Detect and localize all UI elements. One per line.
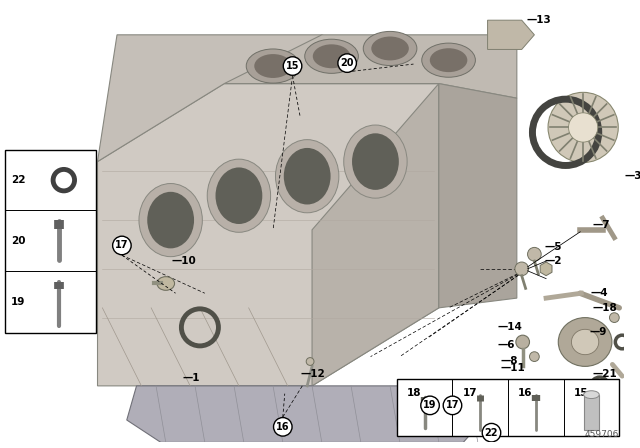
Text: 20: 20	[11, 236, 25, 246]
Text: —3: —3	[624, 171, 640, 181]
Text: —4: —4	[591, 288, 609, 298]
Ellipse shape	[306, 358, 314, 366]
Circle shape	[284, 57, 302, 75]
Ellipse shape	[313, 44, 350, 68]
Text: 15: 15	[573, 388, 588, 398]
Bar	[5, 150, 95, 333]
Text: 17: 17	[115, 241, 129, 250]
Bar	[397, 379, 620, 435]
Text: 459706: 459706	[585, 430, 620, 439]
Text: 18: 18	[407, 388, 421, 398]
Ellipse shape	[570, 381, 580, 391]
Polygon shape	[97, 35, 439, 162]
Ellipse shape	[558, 318, 612, 366]
Polygon shape	[312, 84, 439, 386]
Polygon shape	[439, 84, 517, 308]
Bar	[584, 395, 599, 430]
Text: 20: 20	[340, 58, 354, 68]
Text: —8: —8	[500, 357, 518, 366]
Text: 22: 22	[11, 175, 25, 185]
Polygon shape	[97, 84, 439, 386]
Text: 16: 16	[276, 422, 289, 432]
Ellipse shape	[515, 262, 529, 276]
Ellipse shape	[275, 140, 339, 213]
Ellipse shape	[344, 125, 407, 198]
Ellipse shape	[516, 335, 529, 349]
Ellipse shape	[568, 113, 598, 142]
Ellipse shape	[364, 31, 417, 65]
Text: —12: —12	[300, 369, 325, 379]
Ellipse shape	[430, 48, 467, 72]
Text: 15: 15	[286, 61, 300, 71]
Text: —10: —10	[172, 256, 196, 266]
Polygon shape	[127, 386, 488, 443]
Text: —21: —21	[593, 369, 618, 379]
Text: —11: —11	[500, 363, 525, 373]
Text: 22: 22	[484, 428, 498, 438]
Text: 19: 19	[423, 401, 436, 410]
Text: —1: —1	[182, 373, 200, 383]
Text: —18: —18	[593, 303, 618, 313]
Ellipse shape	[246, 49, 300, 83]
Ellipse shape	[548, 92, 618, 163]
Polygon shape	[488, 20, 534, 49]
Circle shape	[113, 236, 131, 255]
Text: —5: —5	[544, 242, 562, 252]
Text: 19: 19	[11, 297, 25, 307]
Ellipse shape	[254, 54, 292, 78]
Text: 17: 17	[463, 388, 477, 398]
Ellipse shape	[157, 277, 175, 290]
Text: —14: —14	[497, 323, 522, 332]
Ellipse shape	[584, 391, 599, 399]
Polygon shape	[224, 35, 517, 98]
Text: —2: —2	[544, 256, 562, 266]
Ellipse shape	[284, 148, 331, 204]
Ellipse shape	[422, 43, 476, 77]
Text: —6: —6	[497, 340, 515, 350]
Ellipse shape	[352, 134, 399, 190]
Circle shape	[420, 396, 439, 415]
Ellipse shape	[216, 168, 262, 224]
Ellipse shape	[609, 313, 620, 323]
Ellipse shape	[305, 39, 358, 73]
Circle shape	[444, 396, 461, 415]
Ellipse shape	[572, 329, 599, 355]
Ellipse shape	[207, 159, 271, 233]
Text: —9: —9	[590, 327, 607, 337]
Text: 16: 16	[518, 388, 532, 398]
Polygon shape	[540, 262, 552, 276]
Circle shape	[273, 418, 292, 436]
Ellipse shape	[139, 184, 202, 257]
Ellipse shape	[371, 37, 409, 60]
Ellipse shape	[147, 192, 194, 248]
Ellipse shape	[527, 247, 541, 261]
Text: —7: —7	[593, 220, 611, 230]
Text: 17: 17	[445, 401, 460, 410]
Circle shape	[482, 423, 500, 442]
Text: —13: —13	[527, 15, 551, 25]
Circle shape	[338, 54, 356, 73]
Ellipse shape	[529, 352, 540, 362]
